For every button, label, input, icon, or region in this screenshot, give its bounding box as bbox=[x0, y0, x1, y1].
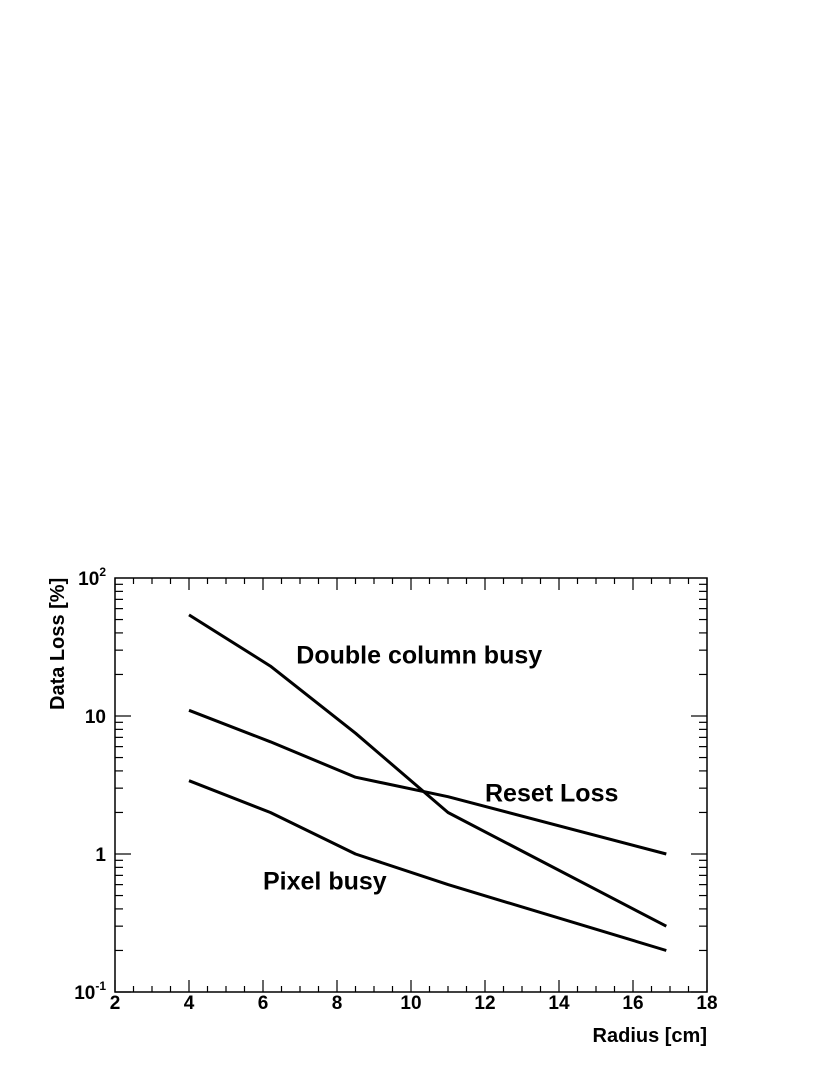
x-tick-label: 2 bbox=[110, 993, 121, 1014]
y-tick-label: 10-1 bbox=[74, 979, 106, 1004]
x-tick-label: 8 bbox=[332, 993, 343, 1014]
x-tick-label: 12 bbox=[474, 993, 495, 1014]
y-tick-label: 102 bbox=[78, 565, 106, 590]
x-axis-label: Radius [cm] bbox=[593, 1025, 707, 1047]
axis-ticks bbox=[114, 578, 708, 993]
x-tick-label: 10 bbox=[400, 993, 421, 1014]
series-lines bbox=[188, 613, 667, 952]
x-tick-label: 16 bbox=[622, 993, 643, 1014]
series-line-1 bbox=[188, 613, 667, 928]
x-tick-label: 4 bbox=[184, 993, 195, 1014]
x-tick-label: 18 bbox=[696, 993, 717, 1014]
annotation-2: Reset Loss bbox=[485, 779, 618, 807]
x-tick-label: 14 bbox=[548, 993, 570, 1014]
y-tick-label: 10 bbox=[85, 707, 106, 728]
y-tick-labels: 10-1 1 10 102 bbox=[74, 565, 106, 1004]
annotation-1: Double column busy bbox=[296, 641, 542, 669]
y-tick-label: 1 bbox=[95, 845, 106, 866]
x-tick-labels: 2 4 6 8 10 12 14 16 18 bbox=[110, 993, 718, 1014]
series-line-2 bbox=[188, 708, 667, 856]
series-line-3 bbox=[188, 779, 667, 952]
y-axis-label: Data Loss [%] bbox=[47, 578, 69, 710]
x-tick-label: 6 bbox=[258, 993, 269, 1014]
annotation-3: Pixel busy bbox=[263, 868, 387, 896]
annotations: Double column busy Reset Loss Pixel busy bbox=[263, 641, 618, 895]
